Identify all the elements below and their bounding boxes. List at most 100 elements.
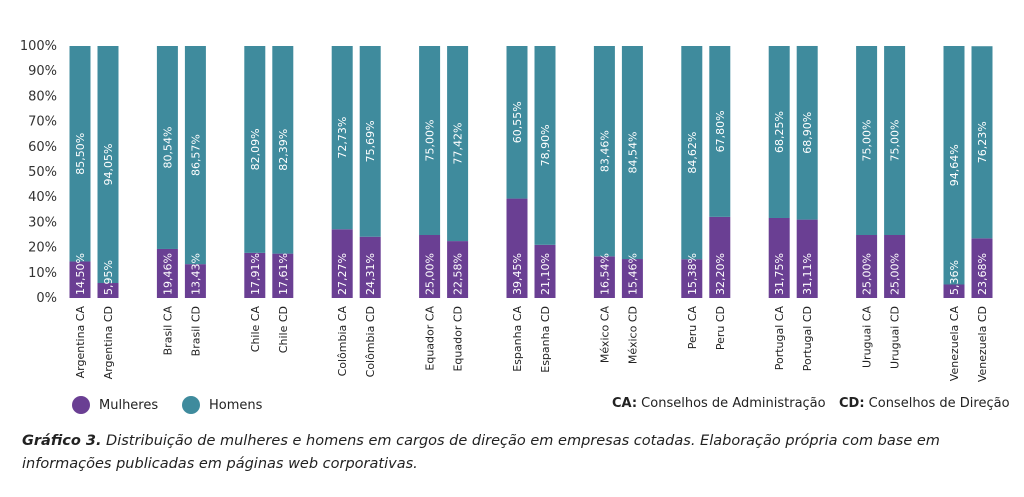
data-label-mulheres: 17,91% (249, 253, 262, 295)
x-tick-label: Argentina CA (74, 306, 87, 379)
bar-segment-homens (244, 46, 266, 253)
data-label-homens: 77,42% (452, 123, 465, 165)
data-label-homens: 82,39% (277, 129, 290, 171)
bar-segment-mulheres (593, 256, 615, 298)
bar-segment-homens (681, 46, 703, 260)
bar-segment-homens (856, 46, 878, 235)
data-label-mulheres: 21,10% (539, 253, 552, 295)
bar-segment-mulheres (184, 264, 206, 298)
legend-cd-text: Conselhos de Direção (864, 396, 1010, 411)
x-tick-label: Venezuela CD (976, 306, 989, 382)
y-tick-label: 10% (28, 266, 57, 281)
stacked-bar-chart: 0% 10% 20% 30% 40% 50% 60% 70% 80% 90% 100% 14,50% 8… (20, 39, 993, 382)
data-label-mulheres: 39,45% (511, 253, 524, 295)
bar-segment-homens (768, 46, 790, 218)
y-tick-label: 30% (28, 215, 57, 230)
bar-segment-mulheres (447, 241, 469, 298)
data-label-homens: 75,00% (424, 120, 437, 162)
x-tick-label: Colômbia CD (364, 306, 377, 377)
x-tick-label: Chile CA (249, 306, 262, 353)
bar-segment-mulheres (506, 198, 528, 298)
bar-segment-mulheres (856, 235, 878, 298)
x-tick-label: Equador CA (424, 306, 437, 371)
legend: Mulheres Homens CA: Conselhos de Adminis… (72, 396, 1010, 418)
legend-note-cd: CD: Conselhos de Direção (839, 396, 1010, 411)
data-label-homens: 84,62% (686, 132, 699, 174)
bar-segment-homens (184, 46, 206, 265)
bar-segment-homens (331, 46, 353, 230)
x-tick-label: Portugal CA (773, 306, 786, 371)
x-tick-label: Espanha CD (539, 306, 552, 373)
bar-segment-mulheres (534, 244, 556, 298)
bar-segment-homens (943, 46, 965, 285)
data-label-homens: 80,54% (161, 127, 174, 169)
x-tick-label: Peru CD (714, 306, 727, 350)
x-tick-label: Portugal CD (801, 306, 814, 371)
data-label-homens: 86,57% (189, 134, 202, 176)
legend-cd-key: CD: (839, 396, 865, 411)
legend-note-ca: CA: Conselhos de Administração (612, 396, 826, 411)
bar-segment-mulheres (768, 217, 790, 298)
data-label-homens: 68,90% (801, 112, 814, 154)
bar-segment-homens (593, 46, 615, 257)
x-tick-label: Espanha CA (511, 306, 524, 372)
bar-segment-mulheres (359, 236, 381, 298)
legend-swatch-homens (182, 396, 200, 414)
x-tick-label: Venezuela CA (948, 306, 961, 382)
x-tick-label: Uruguai CA (861, 306, 874, 368)
caption-lead: Gráfico 3. (22, 433, 102, 449)
y-tick-label: 80% (28, 89, 57, 104)
bar-segment-homens (621, 46, 643, 260)
bar-segment-mulheres (621, 259, 643, 298)
data-label-mulheres: 17,61% (277, 253, 290, 295)
bar-segment-mulheres (156, 248, 178, 298)
bar-segment-mulheres (709, 216, 731, 298)
data-label-homens: 75,00% (889, 120, 902, 162)
bar-segment-homens (156, 46, 178, 249)
y-tick-label: 70% (28, 115, 57, 130)
bar-segment-homens (69, 46, 91, 262)
data-label-homens: 68,25% (773, 111, 786, 153)
x-tick-label: Uruguai CD (889, 306, 902, 369)
y-tick-label: 40% (28, 190, 57, 205)
data-label-mulheres: 19,46% (161, 253, 174, 295)
legend-label-mulheres: Mulheres (99, 397, 159, 413)
bar-segment-mulheres (884, 235, 906, 298)
y-tick-label: 90% (28, 64, 57, 79)
x-tick-label: México CD (626, 306, 639, 364)
bar-segment-mulheres (97, 283, 119, 298)
x-tick-label: Chile CD (277, 306, 290, 353)
figure-caption: Gráfico 3. Distribuição de mulheres e ho… (22, 430, 1012, 476)
bar-segment-mulheres (331, 229, 353, 298)
x-tick-label: Brasil CA (161, 306, 174, 356)
data-label-mulheres: 24,31% (364, 253, 377, 295)
y-tick-label: 60% (28, 140, 57, 155)
data-label-mulheres: 22,58% (452, 253, 465, 295)
data-label-mulheres: 15,46% (626, 253, 639, 295)
data-label-homens: 60,55% (511, 101, 524, 143)
bar-segment-homens (97, 46, 119, 284)
data-label-mulheres: 31,75% (773, 253, 786, 295)
legend-label-homens: Homens (209, 397, 263, 413)
bar-segment-mulheres (244, 252, 266, 298)
data-label-homens: 75,69% (364, 120, 377, 162)
bar-segment-mulheres (419, 235, 441, 298)
data-label-mulheres: 25,00% (861, 253, 874, 295)
x-tick-label: Peru CA (686, 306, 699, 350)
data-label-homens: 83,46% (598, 130, 611, 172)
bar-segment-mulheres (943, 284, 965, 298)
legend-ca-key: CA: (612, 396, 638, 411)
bar-segment-homens (884, 46, 906, 235)
bar-segment-homens (506, 46, 528, 199)
x-tick-label: Brasil CD (189, 306, 202, 356)
data-label-mulheres: 16,54% (598, 253, 611, 295)
data-label-mulheres: 5,36% (948, 260, 961, 295)
data-label-homens: 67,80% (714, 110, 727, 152)
data-label-mulheres: 5,95% (102, 260, 115, 295)
bar-segment-mulheres (272, 253, 294, 298)
y-tick-label: 50% (28, 165, 57, 180)
x-tick-label: Equador CD (452, 306, 465, 372)
bar-segment-homens (359, 46, 381, 237)
y-tick-label: 100% (20, 39, 57, 54)
bar-segment-homens (709, 46, 731, 217)
